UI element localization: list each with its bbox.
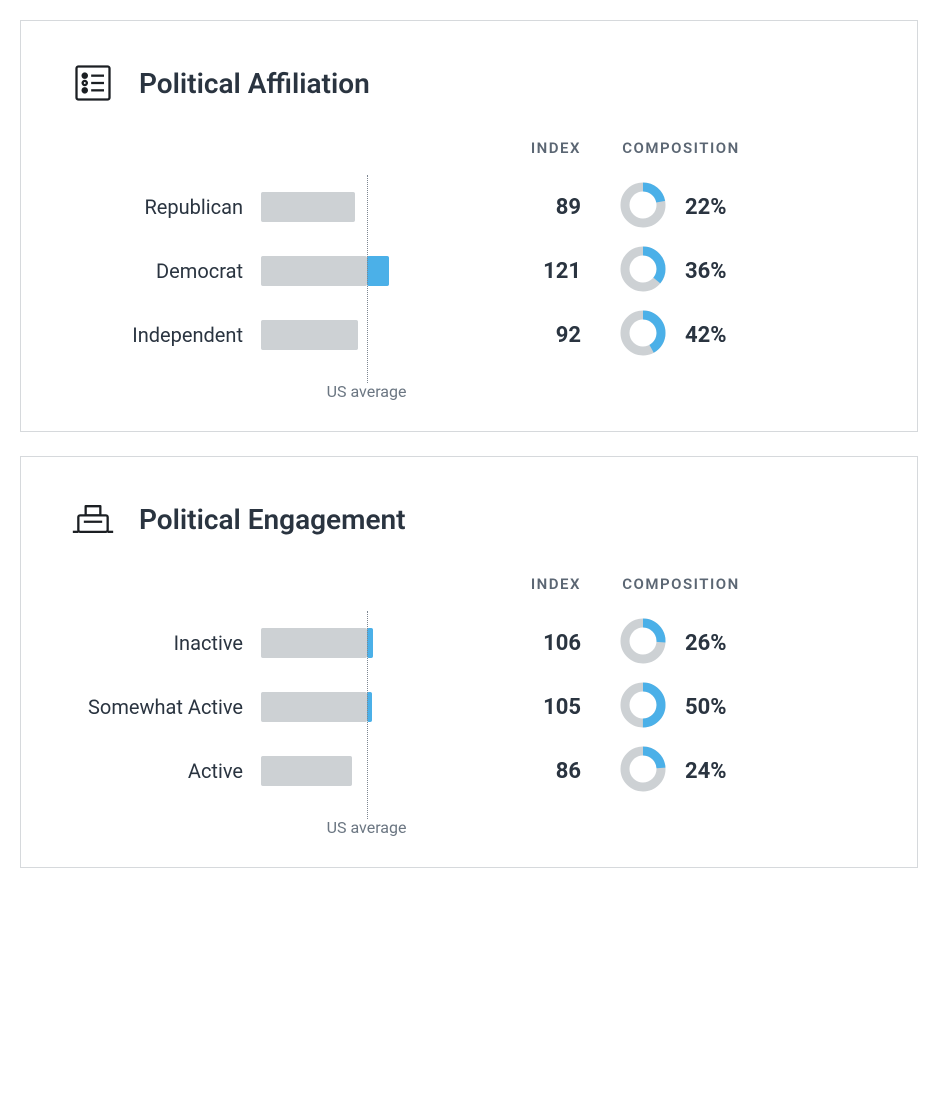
index-bar bbox=[261, 175, 451, 239]
donut-icon bbox=[619, 617, 667, 669]
checklist-icon bbox=[71, 61, 115, 105]
data-row: Republican 89 22% bbox=[71, 175, 867, 239]
data-row: Democrat 121 36% bbox=[71, 239, 867, 303]
panel-engagement: Political Engagement INDEX COMPOSITION I… bbox=[20, 456, 918, 868]
row-label: Active bbox=[71, 759, 261, 783]
composition-value: 26% bbox=[685, 631, 727, 656]
index-value: 89 bbox=[451, 195, 591, 220]
composition-cell: 24% bbox=[591, 745, 771, 797]
row-label: Somewhat Active bbox=[71, 695, 261, 719]
panel-title: Political Affiliation bbox=[139, 67, 370, 100]
index-bar bbox=[261, 739, 451, 803]
donut-icon bbox=[619, 181, 667, 233]
header-composition: COMPOSITION bbox=[591, 139, 771, 157]
data-row: Inactive 106 26% bbox=[71, 611, 867, 675]
donut-icon bbox=[619, 309, 667, 361]
data-row: Active 86 24% bbox=[71, 739, 867, 803]
header-composition: COMPOSITION bbox=[591, 575, 771, 593]
row-label: Independent bbox=[71, 323, 261, 347]
row-label: Democrat bbox=[71, 259, 261, 283]
baseline-marker bbox=[367, 611, 368, 819]
panel-title: Political Engagement bbox=[139, 503, 406, 536]
panel-header: Political Engagement bbox=[71, 497, 867, 541]
index-bar bbox=[261, 303, 451, 367]
index-value: 86 bbox=[451, 759, 591, 784]
donut-icon bbox=[619, 681, 667, 733]
rows-container: Republican 89 22% Democrat 121 36% Indep… bbox=[71, 175, 867, 401]
composition-cell: 50% bbox=[591, 681, 771, 733]
index-value: 106 bbox=[451, 631, 591, 656]
data-row: Independent 92 42% bbox=[71, 303, 867, 367]
panel-affiliation: Political Affiliation INDEX COMPOSITION … bbox=[20, 20, 918, 432]
data-row: Somewhat Active 105 50% bbox=[71, 675, 867, 739]
composition-cell: 22% bbox=[591, 181, 771, 233]
index-bar bbox=[261, 239, 451, 303]
column-headers: INDEX COMPOSITION bbox=[71, 575, 867, 593]
composition-value: 50% bbox=[685, 695, 727, 720]
index-bar bbox=[261, 611, 451, 675]
baseline-marker bbox=[367, 175, 368, 383]
composition-value: 36% bbox=[685, 259, 727, 284]
composition-cell: 36% bbox=[591, 245, 771, 297]
index-bar bbox=[261, 675, 451, 739]
header-index: INDEX bbox=[451, 575, 591, 593]
composition-value: 22% bbox=[685, 195, 727, 220]
row-label: Inactive bbox=[71, 631, 261, 655]
composition-cell: 42% bbox=[591, 309, 771, 361]
printer-icon bbox=[71, 497, 115, 541]
index-value: 92 bbox=[451, 323, 591, 348]
donut-icon bbox=[619, 745, 667, 797]
row-label: Republican bbox=[71, 195, 261, 219]
index-value: 121 bbox=[451, 259, 591, 284]
rows-container: Inactive 106 26% Somewhat Active 105 50%… bbox=[71, 611, 867, 837]
header-index: INDEX bbox=[451, 139, 591, 157]
column-headers: INDEX COMPOSITION bbox=[71, 139, 867, 157]
index-value: 105 bbox=[451, 695, 591, 720]
baseline-label: US average bbox=[327, 382, 407, 401]
donut-icon bbox=[619, 245, 667, 297]
panel-header: Political Affiliation bbox=[71, 61, 867, 105]
baseline-label: US average bbox=[327, 818, 407, 837]
composition-cell: 26% bbox=[591, 617, 771, 669]
composition-value: 24% bbox=[685, 759, 727, 784]
composition-value: 42% bbox=[685, 323, 727, 348]
